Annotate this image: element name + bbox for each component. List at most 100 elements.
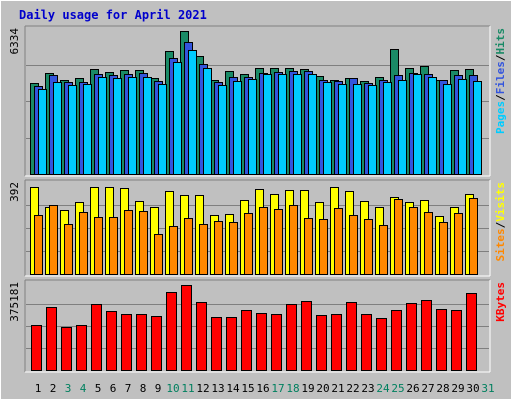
bar-sites-day-5 <box>94 217 103 275</box>
bar-pages-day-13 <box>218 85 227 175</box>
bar-pages-day-19 <box>308 74 317 175</box>
bar-kbytes-day-10 <box>166 292 177 371</box>
bar-sites-day-12 <box>199 224 208 275</box>
x-tick-label-day-2: 2 <box>50 382 57 395</box>
bar-pages-day-16 <box>263 74 272 175</box>
bar-sites-day-23 <box>364 219 373 275</box>
x-tick-label-day-18: 18 <box>286 382 299 395</box>
x-tick-label-day-4: 4 <box>80 382 87 395</box>
x-tick-label-day-21: 21 <box>331 382 344 395</box>
bar-sites-day-17 <box>274 209 283 275</box>
bar-kbytes-day-28 <box>436 309 447 371</box>
bar-kbytes-day-12 <box>196 302 207 371</box>
bar-kbytes-day-11 <box>181 285 192 371</box>
x-tick-label-day-30: 30 <box>466 382 479 395</box>
bar-kbytes-day-2 <box>46 307 57 371</box>
x-tick-label-day-24: 24 <box>376 382 390 395</box>
bar-pages-day-3 <box>68 85 77 175</box>
bar-sites-day-25 <box>394 199 403 275</box>
legend-entry-sites: Sites <box>494 228 507 261</box>
bar-pages-day-15 <box>248 79 257 175</box>
bar-pages-day-30 <box>473 81 482 175</box>
bar-pages-day-12 <box>203 68 212 175</box>
legend-entry-kbytes: KBytes <box>494 282 507 322</box>
bar-sites-day-21 <box>334 208 343 275</box>
bar-sites-day-22 <box>349 215 358 275</box>
bar-pages-day-25 <box>398 80 407 175</box>
x-tick-label-day-1: 1 <box>35 382 42 395</box>
bar-pages-day-2 <box>53 82 62 175</box>
bar-kbytes-day-13 <box>211 317 222 371</box>
x-tick-label-day-28: 28 <box>436 382 449 395</box>
x-tick-label-day-6: 6 <box>110 382 117 395</box>
bar-kbytes-day-14 <box>226 317 237 371</box>
x-tick-label-day-3: 3 <box>65 382 72 395</box>
bar-kbytes-day-22 <box>346 302 357 371</box>
bar-kbytes-day-9 <box>151 316 162 371</box>
bar-pages-day-29 <box>458 79 467 175</box>
bar-sites-day-26 <box>409 207 418 275</box>
x-tick-label-day-12: 12 <box>196 382 209 395</box>
bar-pages-day-14 <box>233 81 242 175</box>
bar-sites-day-15 <box>244 213 253 275</box>
chart-title: Daily usage for April 2021 <box>19 8 207 22</box>
bar-kbytes-day-18 <box>286 304 297 371</box>
bar-sites-day-6 <box>109 217 118 275</box>
x-tick-label-day-7: 7 <box>125 382 132 395</box>
legend-kbytes: KBytes <box>494 282 507 322</box>
legend-hits-files-pages: Pages/Files/Hits <box>494 28 507 134</box>
bar-kbytes-day-8 <box>136 314 147 371</box>
bar-sites-day-29 <box>454 213 463 275</box>
x-tick-label-day-29: 29 <box>451 382 464 395</box>
legend-visits-sites: Sites/Visits <box>494 182 507 262</box>
x-tick-label-day-20: 20 <box>316 382 329 395</box>
x-tick-label-day-27: 27 <box>421 382 434 395</box>
bar-pages-day-1 <box>38 89 47 175</box>
bar-kbytes-day-20 <box>316 315 327 371</box>
legend-separator: / <box>494 94 507 101</box>
legend-separator: / <box>494 221 507 228</box>
x-axis-day-labels: 1 2 3 4 5 6 7 8 9 10 11 12 13 14 15 16 17 18 19 20 21 22 23 24 2… <box>35 382 495 395</box>
x-tick-label-day-22: 22 <box>346 382 359 395</box>
x-tick-label-day-11: 11 <box>181 382 194 395</box>
bar-sites-day-11 <box>184 218 193 275</box>
bar-kbytes-day-7 <box>121 314 132 371</box>
bar-kbytes-day-25 <box>391 310 402 371</box>
y-max-label: 6334 <box>8 28 21 55</box>
x-tick-label-day-5: 5 <box>95 382 102 395</box>
bar-pages-day-10 <box>173 62 182 175</box>
x-tick-label-day-14: 14 <box>226 382 240 395</box>
y-max-label: 375181 <box>8 282 21 322</box>
bar-pages-day-22 <box>353 84 362 175</box>
x-tick-label-day-31: 31 <box>481 382 494 395</box>
bar-kbytes-day-5 <box>91 304 102 371</box>
bar-sites-day-10 <box>169 226 178 275</box>
bar-kbytes-day-27 <box>421 300 432 371</box>
bar-sites-day-4 <box>79 212 88 275</box>
bar-pages-day-17 <box>278 74 287 175</box>
x-tick-label-day-25: 25 <box>391 382 404 395</box>
bar-sites-day-9 <box>154 234 163 275</box>
bar-sites-day-3 <box>64 224 73 275</box>
bar-pages-day-20 <box>323 82 332 175</box>
x-tick-label-day-26: 26 <box>406 382 419 395</box>
bar-kbytes-day-24 <box>376 318 387 371</box>
bar-sites-day-2 <box>49 205 58 275</box>
x-tick-label-day-8: 8 <box>140 382 147 395</box>
x-tick-label-day-13: 13 <box>211 382 224 395</box>
bar-sites-day-30 <box>469 198 478 275</box>
bar-sites-day-19 <box>304 218 313 275</box>
bar-sites-day-7 <box>124 210 133 275</box>
bar-kbytes-day-3 <box>61 327 72 371</box>
bar-kbytes-day-29 <box>451 310 462 371</box>
legend-entry-visits: Visits <box>494 182 507 222</box>
bar-pages-day-9 <box>158 84 167 175</box>
panel-visits-sites: 392 Sites/Visits <box>8 179 507 277</box>
bar-kbytes-day-19 <box>301 301 312 371</box>
bar-pages-day-24 <box>383 82 392 175</box>
bar-sites-day-13 <box>214 221 223 275</box>
bar-pages-day-11 <box>188 50 197 175</box>
x-tick-label-day-9: 9 <box>155 382 162 395</box>
legend-separator: / <box>494 54 507 61</box>
